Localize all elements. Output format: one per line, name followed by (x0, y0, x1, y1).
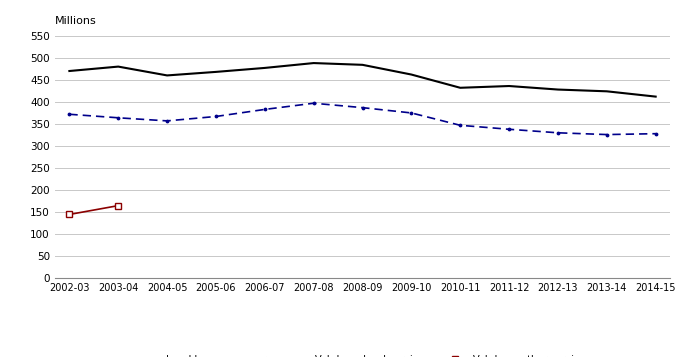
Veh-kms: local services: (0, 372): local services: (0, 372) (65, 112, 73, 116)
Line: Veh-kms: other services: Veh-kms: other services (66, 203, 121, 217)
Local bus passengers (310, 61, 318, 65)
Local bus passengers (212, 70, 220, 74)
Local bus passengers (114, 65, 122, 69)
Veh-kms: local services: (10, 330): local services: (10, 330) (554, 131, 562, 135)
Veh-kms: local services: (9, 338): local services: (9, 338) (505, 127, 513, 131)
Veh-kms: local services: (12, 328): local services: (12, 328) (652, 131, 660, 136)
Veh-kms: local services: (2, 357): local services: (2, 357) (163, 119, 171, 123)
Local bus passengers (407, 72, 415, 77)
Veh-kms: local services: (1, 364): local services: (1, 364) (114, 116, 122, 120)
Veh-kms: local services: (4, 383): local services: (4, 383) (261, 107, 269, 111)
Veh-kms: local services: (11, 326): local services: (11, 326) (603, 132, 611, 137)
Local bus passengers (261, 66, 269, 70)
Local bus passengers (505, 84, 513, 88)
Line: Local bus passengers: Local bus passengers (69, 63, 656, 97)
Veh-kms: local services: (6, 387): local services: (6, 387) (358, 106, 367, 110)
Line: Veh-kms: local services: Veh-kms: local services (67, 101, 658, 137)
Local bus passengers (652, 95, 660, 99)
Text: Millions: Millions (55, 16, 96, 26)
Veh-kms: local services: (5, 397): local services: (5, 397) (310, 101, 318, 105)
Local bus passengers (358, 63, 367, 67)
Local bus passengers (163, 73, 171, 77)
Veh-kms: other services: (0, 145): other services: (0, 145) (65, 212, 73, 217)
Legend: Local bus passengers, Veh-kms: local services, Veh-kms: other services: Local bus passengers, Veh-kms: local ser… (131, 351, 594, 357)
Veh-kms: local services: (7, 375): local services: (7, 375) (407, 111, 415, 115)
Local bus passengers (603, 89, 611, 94)
Veh-kms: other services: (1, 165): other services: (1, 165) (114, 203, 122, 208)
Veh-kms: local services: (8, 347): local services: (8, 347) (456, 123, 464, 127)
Local bus passengers (65, 69, 73, 73)
Veh-kms: local services: (3, 367): local services: (3, 367) (212, 114, 220, 119)
Local bus passengers (554, 87, 562, 92)
Local bus passengers (456, 86, 464, 90)
